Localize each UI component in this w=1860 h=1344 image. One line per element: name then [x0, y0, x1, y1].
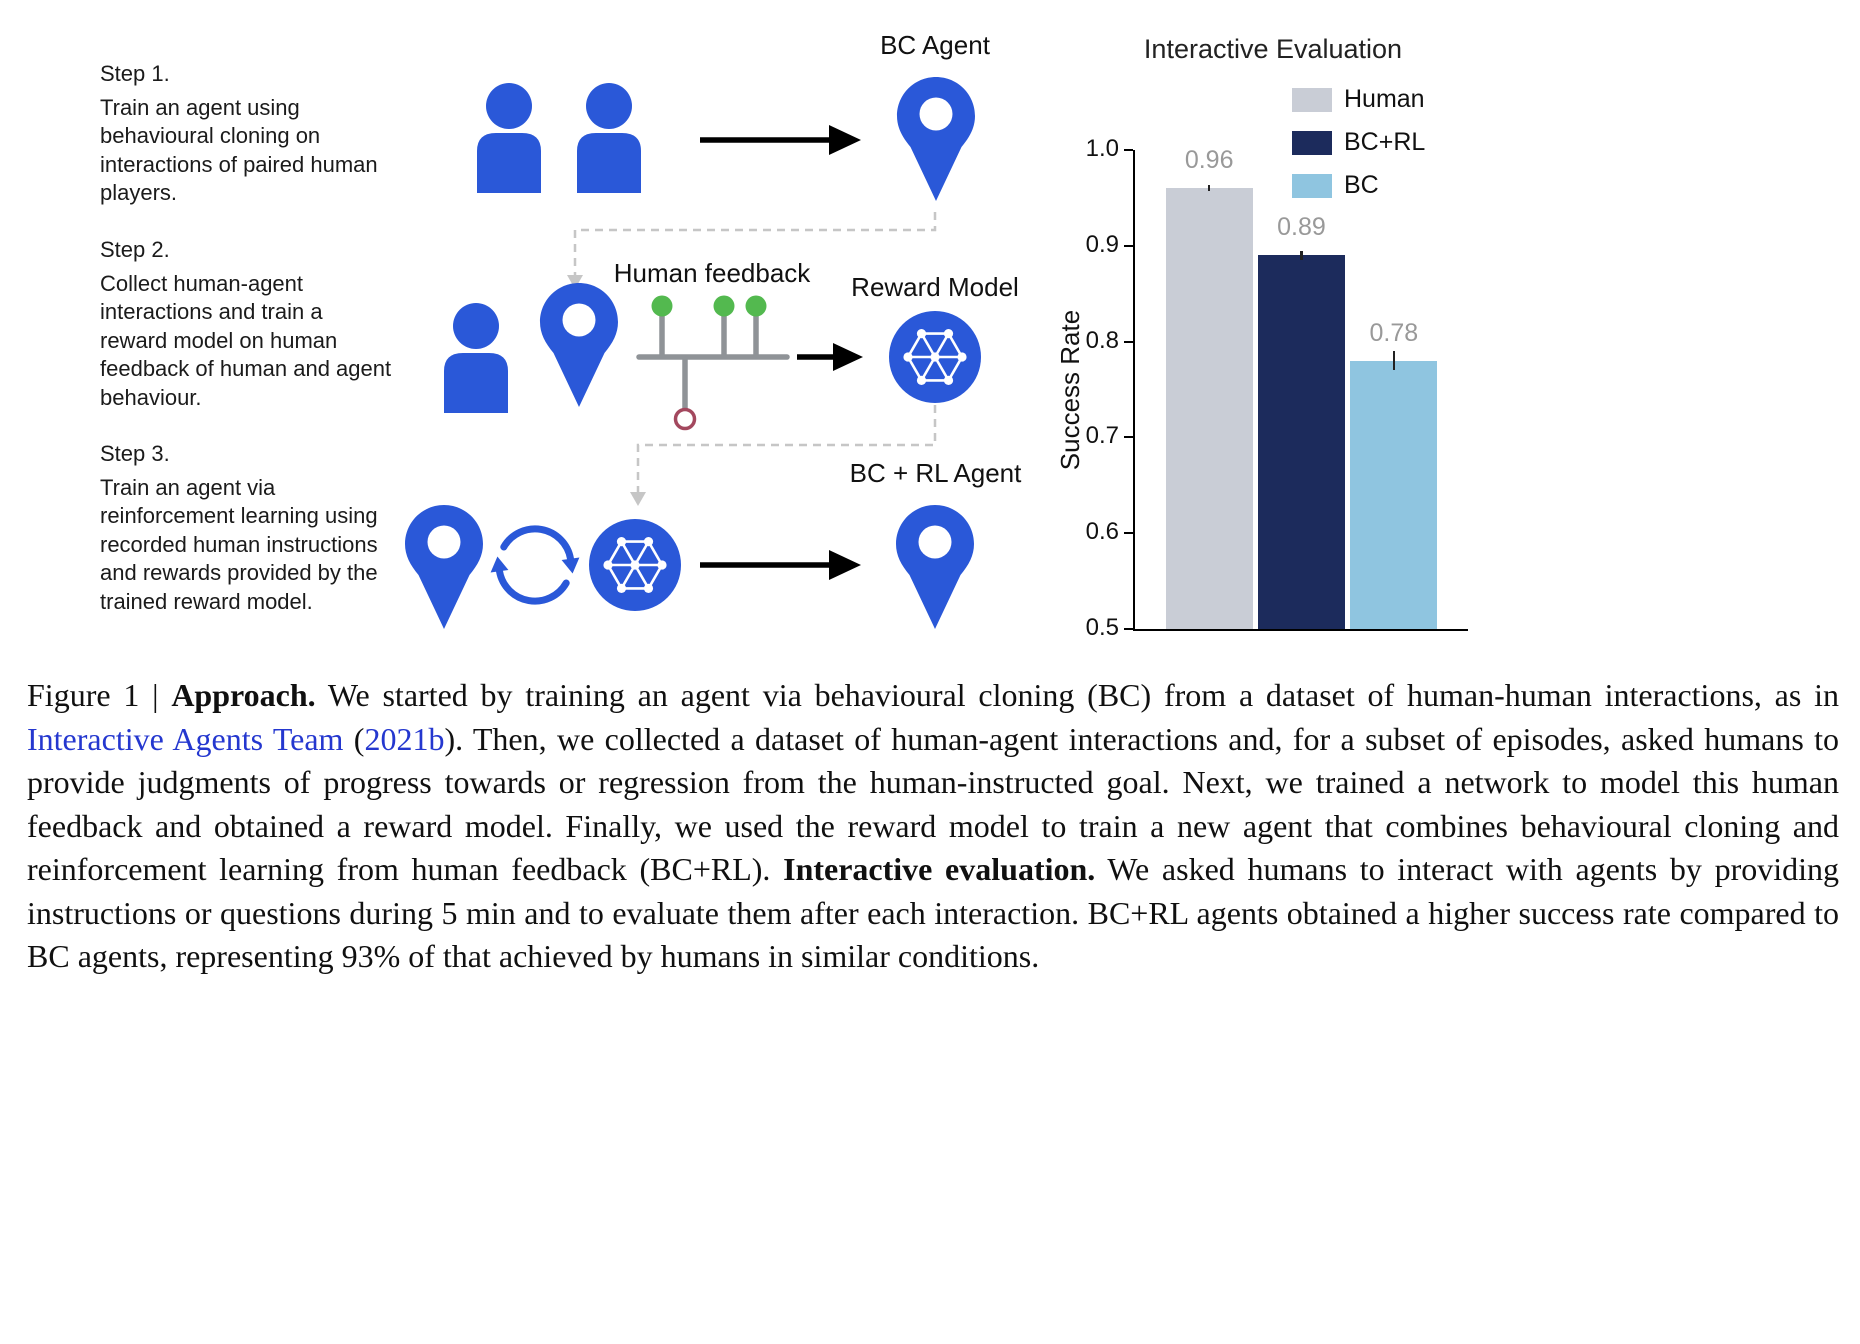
y-tick-label: 1.0	[1085, 135, 1119, 162]
dashed-connector-arrowheads	[567, 275, 646, 506]
error-bar-bc-rl	[1300, 250, 1303, 261]
caption-text: Interactive evaluation.	[783, 851, 1096, 887]
approach-diagram	[405, 77, 983, 629]
caption-link[interactable]: Interactive Agents Team	[27, 720, 344, 757]
legend-item-bc: BC	[1292, 171, 1425, 200]
y-tick-mark	[1124, 340, 1133, 343]
legend-label-bc-rl: BC+RL	[1344, 128, 1426, 156]
y-tick-mark	[1124, 436, 1133, 439]
y-tick-label: 0.9	[1085, 230, 1119, 258]
error-bar-bc	[1392, 351, 1396, 371]
step-1-text: Train an agent using behavioural cloning…	[100, 94, 378, 206]
flow-arrowheads	[829, 125, 863, 580]
caption-text: Figure 1 |	[27, 677, 172, 713]
bar-bc-rl	[1257, 255, 1346, 629]
step-1: Step 1. Train an agent using behavioural…	[100, 60, 392, 208]
legend-swatch-bc	[1292, 173, 1332, 198]
y-tick-label: 0.6	[1085, 518, 1119, 546]
y-tick-mark	[1124, 244, 1133, 247]
reward-model-network-icon	[587, 517, 683, 613]
step-3-label: Step 3.	[100, 441, 170, 466]
y-axis-label: Success Rate	[1055, 309, 1085, 471]
y-tick-mark	[1124, 149, 1133, 151]
bar-value-label-human: 0.96	[1184, 146, 1234, 175]
agent-pin-icon	[540, 283, 618, 407]
human-feedback-label: Human feedback	[613, 258, 811, 288]
bc-rl-agent-label: BC + RL Agent	[849, 458, 1022, 488]
agent-pin-icon	[405, 505, 483, 629]
flow-arrows	[700, 137, 835, 568]
human-feedback-timeline-icon	[636, 295, 790, 431]
bc-agent-label: BC Agent	[880, 30, 990, 60]
chart-title: Interactive Evaluation	[1143, 34, 1403, 64]
caption-link[interactable]: 2021b	[364, 720, 445, 757]
bc-agent-pin-icon	[897, 77, 975, 201]
caption-text: We started by training an agent via beha…	[315, 677, 1840, 713]
y-tick-mark	[1124, 628, 1133, 630]
y-tick-label: 0.5	[1085, 614, 1119, 641]
bar-human	[1165, 188, 1253, 629]
legend-item-human: Human	[1292, 85, 1425, 114]
y-tick-label: 0.8	[1085, 326, 1119, 354]
caption-text: ). Then, we collected a dataset of human…	[27, 720, 1840, 888]
training-cycle-icon	[490, 525, 580, 605]
y-tick-label: 0.7	[1085, 422, 1119, 450]
caption-text: (	[343, 720, 365, 757]
caption-text: We asked humans to interact with agents …	[27, 851, 1840, 974]
error-bar-human	[1207, 185, 1211, 192]
reward-model-label: Reward Model	[851, 272, 1019, 302]
human-player-icon	[477, 83, 541, 193]
bar-value-label-bc: 0.78	[1369, 318, 1419, 347]
legend-swatch-bc-rl	[1292, 130, 1332, 155]
step-3-text: Train an agent via reinforcement learnin…	[100, 474, 378, 614]
bar-bc	[1350, 360, 1438, 629]
legend-label-human: Human	[1344, 85, 1425, 113]
step-1-label: Step 1.	[100, 61, 170, 86]
figure-caption: Figure 1 | Approach. We started by train…	[27, 674, 1839, 979]
dashed-connector-lines	[573, 212, 937, 492]
negative-feedback-dot	[673, 407, 697, 431]
legend-label-bc: BC	[1344, 171, 1379, 199]
step-2-label: Step 2.	[100, 237, 170, 262]
reward-model-network-icon	[887, 309, 983, 405]
bc-rl-agent-pin-icon	[896, 505, 974, 629]
chart-legend: Human BC+RL BC	[1292, 85, 1425, 214]
legend-swatch-human	[1292, 87, 1332, 112]
positive-feedback-dots	[651, 295, 767, 317]
legend-item-bc-rl: BC+RL	[1292, 128, 1425, 157]
step-3: Step 3. Train an agent via reinforcement…	[100, 440, 392, 617]
bar-value-label-bc-rl: 0.89	[1277, 213, 1326, 242]
y-tick-mark	[1124, 532, 1133, 535]
step-2-text: Collect human-agent interactions and tra…	[100, 270, 392, 410]
step-2: Step 2. Collect human-agent interactions…	[100, 236, 392, 413]
human-icon	[444, 303, 508, 413]
caption-text: Approach.	[171, 677, 316, 713]
chart-plot-area: 0.5 0.6 0.7 0.8 0.9 1.0 0.96 0.89 0.78	[1086, 135, 1468, 641]
human-player-icon	[577, 83, 641, 193]
interactive-evaluation-chart: Interactive Evaluation Success Rate 0.5 0…	[1040, 28, 1850, 656]
